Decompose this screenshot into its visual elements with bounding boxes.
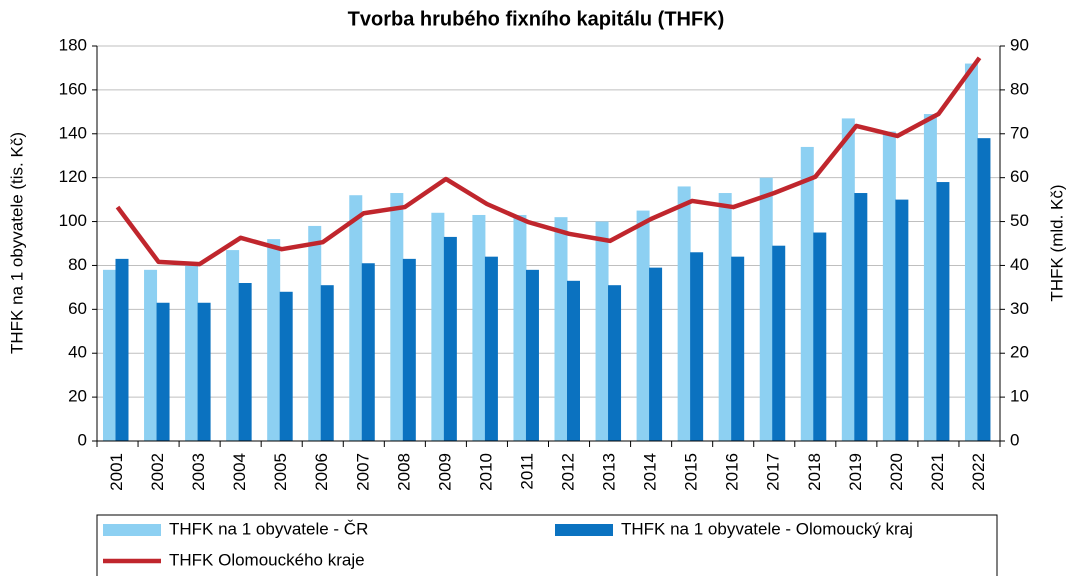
y-tick-label: 80 (68, 255, 87, 274)
x-tick-label: 2001 (107, 453, 126, 491)
x-tick-label: 2021 (928, 453, 947, 491)
bar (690, 252, 704, 441)
bar (472, 214, 486, 441)
bar (115, 258, 129, 441)
bar (525, 269, 539, 441)
y-tick-label: 20 (68, 387, 87, 406)
x-tick-label: 2022 (969, 453, 988, 491)
bar (772, 245, 786, 441)
bar (936, 182, 950, 442)
bar (513, 214, 527, 441)
bar (677, 186, 691, 441)
x-tick-label: 2006 (312, 453, 331, 491)
bar (895, 199, 909, 441)
x-tick-label: 2015 (682, 453, 701, 491)
bar (977, 138, 991, 441)
x-tick-label: 2008 (394, 453, 413, 491)
y2-tick-label: 10 (1010, 387, 1029, 406)
bar (279, 291, 293, 441)
y-tick-label: 120 (59, 167, 87, 186)
x-tick-label: 2017 (764, 453, 783, 491)
bar (608, 285, 622, 441)
legend-label: THFK Olomouckého kraje (169, 550, 365, 569)
x-tick-label: 2004 (230, 453, 249, 491)
bar (649, 267, 663, 441)
bar (718, 193, 732, 441)
y2-tick-label: 80 (1010, 79, 1029, 98)
legend-swatch (555, 524, 613, 536)
bar (197, 302, 211, 441)
bar (267, 239, 281, 441)
y2-axis-label: THFK (mld. Kč) (1047, 184, 1066, 301)
bar (431, 212, 445, 441)
bar (320, 285, 334, 441)
bar (800, 146, 814, 441)
bar (759, 177, 773, 441)
legend-label: THFK na 1 obyvatele - ČR (169, 519, 368, 538)
y-tick-label: 160 (59, 79, 87, 98)
x-tick-label: 2020 (887, 453, 906, 491)
y-tick-label: 180 (59, 35, 87, 54)
bar (308, 225, 322, 441)
x-tick-label: 2018 (805, 453, 824, 491)
bar (349, 195, 363, 441)
y-axis-label: THFK na 1 obyvatele (tis. Kč) (7, 132, 26, 354)
y2-tick-label: 20 (1010, 343, 1029, 362)
bar (484, 256, 498, 441)
x-tick-label: 2003 (189, 453, 208, 491)
bar (854, 193, 868, 441)
y2-tick-label: 70 (1010, 123, 1029, 142)
bar (361, 263, 375, 441)
bar (882, 131, 896, 442)
legend-box (96, 514, 998, 576)
bar (156, 302, 170, 441)
legend-label: THFK na 1 obyvatele - Olomoucký kraj (621, 519, 913, 538)
x-tick-label: 2016 (723, 453, 742, 491)
chart-title: Tvorba hrubého fixního kapitálu (THFK) (348, 8, 725, 30)
x-tick-label: 2013 (600, 453, 619, 491)
bar (841, 118, 855, 442)
bar (103, 269, 116, 441)
x-tick-label: 2009 (435, 453, 454, 491)
bar (636, 210, 650, 441)
y-tick-label: 140 (59, 123, 87, 142)
x-tick-label: 2011 (517, 453, 536, 490)
x-tick-label: 2019 (846, 453, 865, 491)
x-tick-label: 2010 (476, 453, 495, 491)
y2-tick-label: 90 (1010, 35, 1029, 54)
x-tick-label: 2007 (353, 453, 372, 491)
bar (813, 232, 827, 441)
y-tick-label: 0 (78, 430, 87, 449)
x-tick-label: 2002 (148, 453, 167, 491)
bar (238, 283, 252, 441)
x-tick-label: 2005 (271, 453, 290, 491)
bar (567, 280, 580, 441)
x-tick-label: 2012 (559, 453, 578, 491)
bar (185, 265, 199, 441)
bar (443, 236, 457, 441)
y2-tick-label: 60 (1010, 167, 1029, 186)
bar (595, 221, 609, 441)
bar (554, 217, 568, 441)
x-tick-label: 2014 (641, 453, 660, 491)
bar (226, 250, 240, 441)
bar (402, 258, 416, 441)
y-tick-label: 100 (59, 211, 87, 230)
bar (731, 256, 745, 441)
legend-swatch (103, 524, 161, 536)
y2-tick-label: 50 (1010, 211, 1029, 230)
y-tick-label: 40 (68, 343, 87, 362)
bar (390, 193, 404, 441)
bar (964, 63, 978, 442)
y2-tick-label: 30 (1010, 299, 1029, 318)
bar (923, 114, 937, 442)
line (115, 56, 982, 267)
y2-tick-label: 0 (1010, 430, 1019, 449)
y2-tick-label: 40 (1010, 255, 1029, 274)
y-tick-label: 60 (68, 299, 87, 318)
bar (144, 269, 158, 441)
